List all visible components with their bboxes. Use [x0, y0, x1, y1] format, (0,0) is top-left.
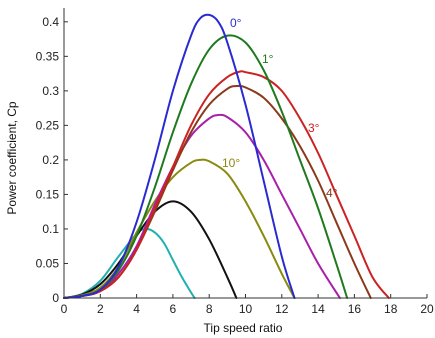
series-label: 4°	[326, 186, 338, 200]
x-tick-label: 8	[206, 302, 213, 316]
x-tick-label: 4	[133, 302, 140, 316]
y-axis-label: Power coefficient, Cp	[5, 101, 19, 214]
x-tick-label: 12	[275, 302, 289, 316]
x-tick-label: 16	[348, 302, 362, 316]
x-tick-label: 10	[239, 302, 253, 316]
curves	[63, 13, 390, 299]
series-line	[63, 158, 296, 299]
y-tick-label: 0.3	[42, 84, 59, 98]
series-line	[63, 70, 390, 299]
x-tick-label: 18	[384, 302, 398, 316]
y-tick-label: 0.4	[42, 15, 59, 29]
x-tick-label: 20	[420, 302, 434, 316]
y-tick-label: 0.25	[36, 118, 60, 132]
x-tick-label: 6	[170, 302, 177, 316]
y-tick-label: 0	[52, 291, 59, 305]
series-label: 1°	[262, 52, 274, 66]
y-tick-label: 0.2	[42, 153, 59, 167]
series-line	[63, 13, 296, 299]
y-tick-label: 0.35	[36, 49, 60, 63]
series-label: 10°	[222, 156, 240, 170]
series-label: 3°	[308, 121, 320, 135]
x-tick-label: 0	[61, 302, 68, 316]
x-tick-label: 14	[311, 302, 325, 316]
y-tick-label: 0.1	[42, 222, 59, 236]
x-tick-label: 2	[97, 302, 104, 316]
x-axis-label: Tip speed ratio	[204, 321, 283, 335]
curve-labels: 0° 1° 3° 4° 10°	[222, 16, 338, 200]
series-line	[63, 34, 349, 299]
y-tick-label: 0.05	[36, 256, 60, 270]
ticks: 0 2 4 6 8 10 12 14 16 18 20 0 0.05 0.1 0.15 0.2 0.25 0.3 0…	[36, 15, 434, 316]
series-line	[63, 113, 341, 299]
series-label: 0°	[230, 16, 242, 30]
y-tick-label: 0.15	[36, 187, 60, 201]
series-line	[63, 227, 196, 299]
